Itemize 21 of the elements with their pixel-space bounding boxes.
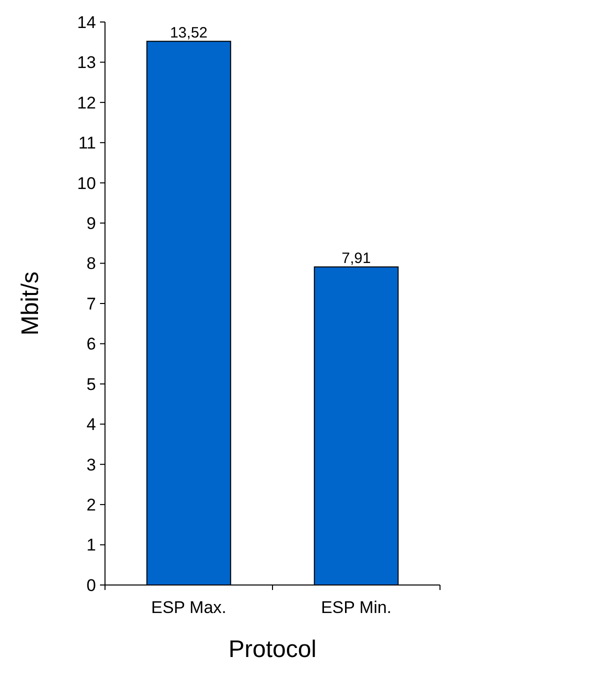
y-tick-label: 14 xyxy=(77,12,96,32)
y-tick-label: 0 xyxy=(86,576,96,595)
y-tick-label: 5 xyxy=(86,374,96,394)
y-tick-label: 6 xyxy=(86,334,96,354)
y-axis-title: Mbit/s xyxy=(17,271,44,336)
y-tick-label: 3 xyxy=(86,455,96,474)
x-axis-title: Protocol xyxy=(228,636,317,663)
y-tick-label: 4 xyxy=(86,415,96,434)
y-tick-label: 10 xyxy=(77,174,96,193)
y-tick-label: 12 xyxy=(77,93,96,112)
x-tick-label: ESP Min. xyxy=(320,598,392,617)
y-tick-label: 11 xyxy=(78,134,96,153)
y-tick-label: 13 xyxy=(77,53,96,72)
data-label: 13,52 xyxy=(170,24,208,42)
y-tick-label: 9 xyxy=(86,214,96,234)
y-tick-label: 2 xyxy=(86,496,96,515)
x-tick-label: ESP Max. xyxy=(151,598,226,617)
y-tick-label: 1 xyxy=(86,536,96,555)
y-tick-label: 7 xyxy=(86,294,96,314)
data-label: 7,91 xyxy=(342,250,371,267)
y-tick-label: 8 xyxy=(86,254,96,274)
